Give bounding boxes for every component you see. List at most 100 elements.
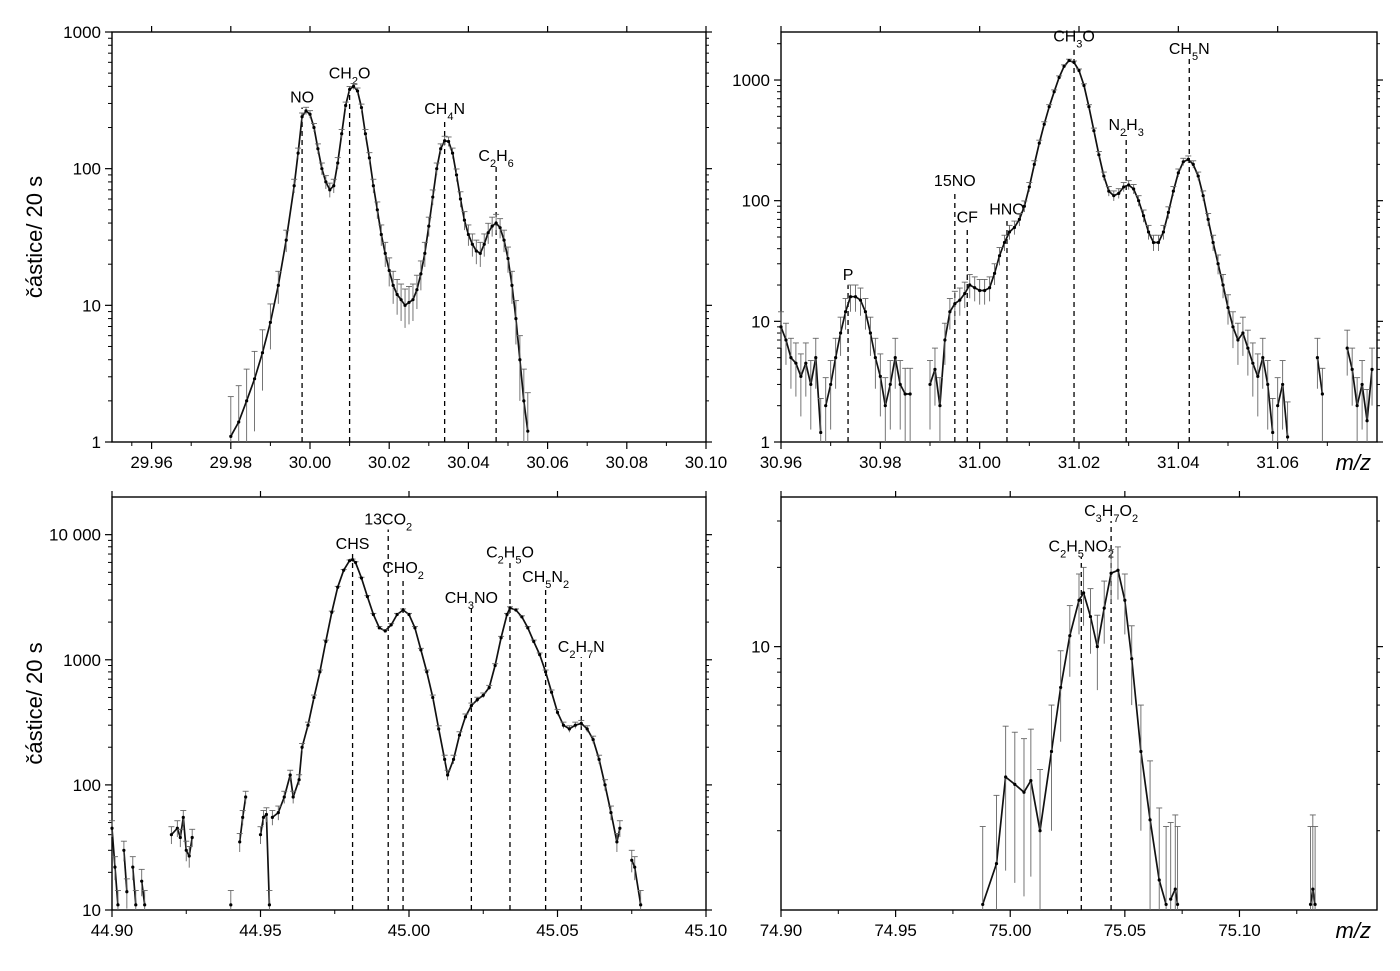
data-point xyxy=(1109,571,1113,575)
peak-label: HNO xyxy=(989,201,1025,218)
data-point xyxy=(324,180,328,184)
plot-frame xyxy=(780,31,1378,443)
data-point xyxy=(450,151,455,155)
x-tick-label: 29.96 xyxy=(130,453,173,472)
data-point xyxy=(779,325,783,329)
y-tick-label: 100 xyxy=(742,192,770,211)
data-point xyxy=(320,167,324,171)
data-point xyxy=(505,612,509,617)
y-tick-label: 10 xyxy=(82,296,101,315)
series-line xyxy=(230,85,529,437)
data-point xyxy=(579,721,583,726)
data-point xyxy=(1022,790,1026,794)
data-point xyxy=(973,286,977,290)
data-point xyxy=(1236,338,1240,342)
data-point xyxy=(308,112,312,116)
data-point xyxy=(169,833,173,837)
series-line xyxy=(1169,888,1179,905)
peak-label: 13CO2 xyxy=(364,511,412,533)
data-point xyxy=(187,854,191,858)
data-point xyxy=(395,292,399,297)
data-point xyxy=(1022,204,1026,208)
data-point xyxy=(591,738,595,742)
x-tick-label: 31.06 xyxy=(1256,453,1299,472)
data-point xyxy=(140,879,144,883)
data-point xyxy=(1169,897,1173,901)
data-point xyxy=(1221,283,1225,287)
data-point xyxy=(297,778,301,782)
peak-label: N2H3 xyxy=(1108,117,1143,139)
data-point xyxy=(848,295,853,299)
data-point xyxy=(898,382,902,387)
x-tick-label: 30.10 xyxy=(685,453,728,472)
x-tick-label: 75.05 xyxy=(1104,921,1147,940)
data-point xyxy=(1102,606,1106,610)
data-point xyxy=(399,298,403,302)
data-point xyxy=(462,218,467,222)
data-point xyxy=(439,147,443,151)
data-point xyxy=(618,826,622,830)
data-point xyxy=(992,271,997,275)
data-point xyxy=(561,723,566,727)
peak-label: C2H5NO2 xyxy=(1049,538,1115,560)
data-point xyxy=(1127,183,1131,187)
data-point xyxy=(387,268,391,273)
data-point xyxy=(419,648,423,652)
data-point xyxy=(336,161,340,165)
data-point xyxy=(1037,141,1041,145)
data-point xyxy=(1360,382,1364,387)
peak-label: C2H5O xyxy=(486,544,534,566)
data-point xyxy=(1276,404,1280,408)
data-point xyxy=(363,132,368,136)
data-point xyxy=(1088,615,1093,619)
data-point xyxy=(1132,187,1136,191)
peak-label: CH5N xyxy=(1169,41,1210,63)
data-point xyxy=(344,103,348,108)
data-point xyxy=(470,242,474,246)
data-point xyxy=(908,392,912,396)
data-point xyxy=(863,310,868,314)
data-point xyxy=(1117,191,1121,195)
data-point xyxy=(1251,361,1255,365)
peak-label: CF xyxy=(957,209,979,226)
data-point xyxy=(110,826,114,830)
data-point xyxy=(1281,382,1285,387)
data-point xyxy=(431,695,435,700)
data-point xyxy=(498,226,502,230)
data-point xyxy=(829,382,833,387)
data-point xyxy=(469,704,473,708)
peak-label: CH3NO xyxy=(445,590,498,612)
data-point xyxy=(1012,225,1017,230)
data-point xyxy=(1164,902,1168,907)
data-point xyxy=(544,670,548,674)
data-point xyxy=(365,594,370,599)
data-point xyxy=(237,420,241,424)
data-point xyxy=(481,693,485,697)
series-line xyxy=(1316,357,1324,395)
data-point xyxy=(615,840,619,844)
data-point xyxy=(125,890,129,894)
data-point xyxy=(1057,75,1061,80)
data-point xyxy=(342,568,346,572)
data-point xyxy=(458,197,463,201)
data-point xyxy=(799,374,803,378)
data-point xyxy=(1266,382,1270,387)
data-point xyxy=(1175,902,1180,907)
data-point xyxy=(447,139,451,144)
peak-label: 15NO xyxy=(934,173,976,190)
y-tick-label: 10 xyxy=(751,312,770,331)
data-point xyxy=(261,815,266,819)
data-point xyxy=(1216,262,1220,266)
data-point xyxy=(1007,230,1012,234)
data-point xyxy=(312,695,316,700)
data-point xyxy=(134,903,138,907)
data-point xyxy=(487,685,491,690)
x-tick-label: 30.96 xyxy=(760,453,803,472)
data-point xyxy=(809,382,813,387)
data-point xyxy=(284,238,288,242)
peak-label: NO xyxy=(290,90,314,107)
data-point xyxy=(371,184,375,188)
data-point xyxy=(367,156,371,160)
data-point xyxy=(819,430,823,435)
